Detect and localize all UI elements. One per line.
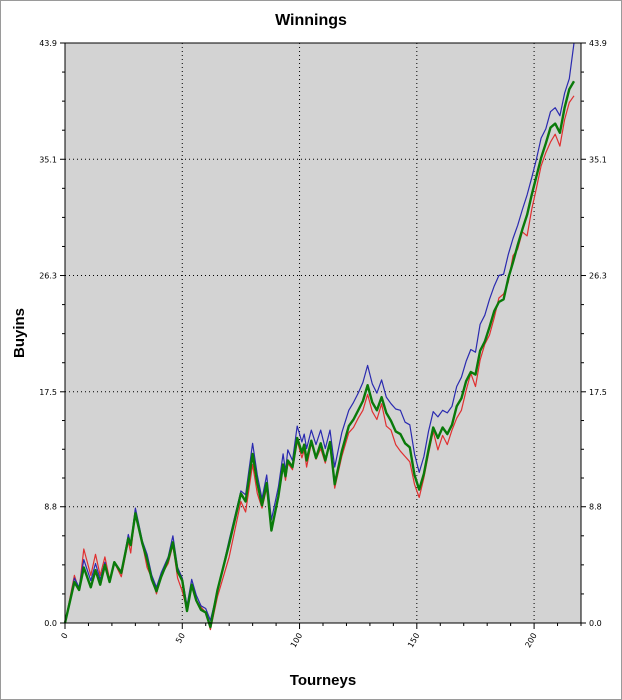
y-axis-label: Buyins bbox=[11, 308, 28, 358]
y-tick-label-right: 26.3 bbox=[589, 272, 607, 281]
y-tick-label-left: 26.3 bbox=[39, 272, 57, 281]
x-tick-label: 50 bbox=[174, 632, 187, 645]
y-tick-label-left: 17.5 bbox=[39, 388, 57, 397]
y-tick-label-right: 17.5 bbox=[589, 388, 607, 397]
series-line-3 bbox=[63, 80, 576, 629]
y-tick-label-right: 0.0 bbox=[589, 619, 602, 628]
x-tick-label: 100 bbox=[289, 632, 304, 650]
x-tick-label: 0 bbox=[59, 632, 69, 641]
x-tick-label: 200 bbox=[523, 632, 538, 650]
series-lines bbox=[63, 42, 576, 631]
y-tick-label-left: 8.8 bbox=[44, 503, 57, 512]
x-axis-label: Tourneys bbox=[290, 672, 356, 689]
y-tick-label-right: 8.8 bbox=[589, 503, 602, 512]
y-tick-label-left: 43.9 bbox=[39, 39, 57, 48]
y-tick-label-left: 0.0 bbox=[44, 619, 57, 628]
plot-border bbox=[64, 42, 582, 624]
x-tick-label: 150 bbox=[406, 632, 421, 650]
plot-area bbox=[65, 43, 581, 623]
y-tick-label-right: 43.9 bbox=[589, 39, 607, 48]
y-tick-label-right: 35.1 bbox=[589, 155, 607, 164]
chart-title: Winnings bbox=[275, 12, 347, 29]
y-tick-label-left: 35.1 bbox=[39, 155, 57, 164]
series-line-2 bbox=[64, 42, 575, 624]
axis-ticks: 0.0 0.0 8.8 8.8 17.5 17.5 26.3 26.3 35.1 35.1 43.9… bbox=[39, 39, 607, 649]
